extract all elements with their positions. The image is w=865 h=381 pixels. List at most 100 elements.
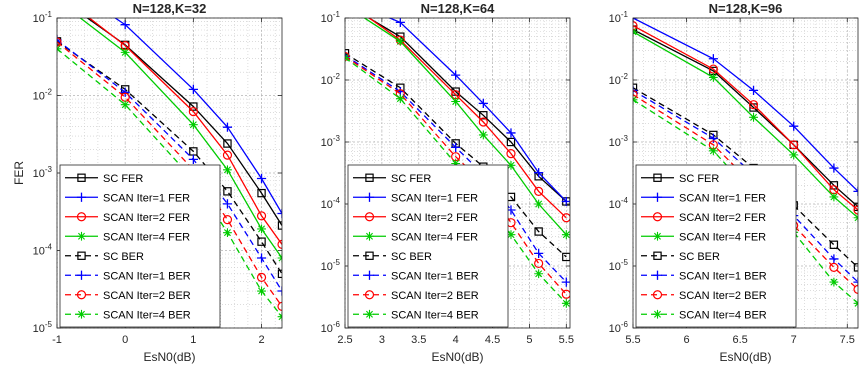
legend-box: [347, 164, 509, 328]
legend-label-1: SC FER: [679, 173, 719, 185]
x-axis-label: EsN0(dB): [719, 350, 771, 364]
x-tick-label: 0: [122, 334, 128, 346]
series-2-point-4: [478, 98, 488, 108]
series-8-point-5: [257, 286, 266, 296]
y-axis-label: FER: [12, 161, 26, 185]
series-3-point-6: [853, 205, 858, 215]
series-6-point-5: [256, 253, 267, 263]
legend-label-7: SCAN Iter=2 BER: [679, 290, 767, 302]
series-2-point-5: [256, 173, 267, 184]
y-tick-label: 10-2: [33, 88, 53, 103]
chart-title: N=128,K=96: [709, 1, 783, 16]
series-3-point-1: [341, 0, 349, 5]
series-6-point-6: [853, 277, 858, 287]
legend-marker-6: [364, 270, 375, 280]
series-3-point-6: [534, 186, 544, 196]
series-line-4: [633, 31, 858, 219]
legend-label-1: SC FER: [103, 173, 143, 185]
legend-marker-4: [653, 231, 662, 241]
series-line-3: [88, 18, 282, 245]
series-7-point-6: [853, 284, 858, 294]
legend-label-6: SCAN Iter=1 BER: [391, 270, 479, 282]
legend-box: [59, 164, 221, 328]
series-4-point-4: [223, 165, 232, 175]
series-3-point-1: [633, 21, 638, 31]
legend-label-4: SCAN Iter=4 FER: [679, 231, 766, 243]
legend-marker-2: [652, 192, 663, 202]
legend-box: [635, 164, 797, 328]
series-line-2: [633, 18, 858, 192]
series-5-point-6: [853, 263, 858, 272]
x-tick-label: 5.5: [625, 334, 640, 346]
series-7-point-1: [633, 90, 638, 100]
series-5-point-4: [223, 187, 232, 196]
series-2-point-6: [853, 186, 858, 196]
legend-label-4: SCAN Iter=4 FER: [103, 231, 190, 243]
x-axis-label: EsN0(dB): [431, 350, 483, 364]
legend-label-5: SC BER: [103, 251, 144, 263]
series-2-point-2: [395, 18, 405, 27]
x-tick-label: 5.5: [559, 334, 574, 346]
legend-marker-7: [76, 290, 87, 300]
series-6-point-1: [345, 50, 350, 60]
series-6-point-4: [222, 199, 233, 209]
y-tick-label: 10-6: [321, 320, 341, 335]
legend-label-3: SCAN Iter=2 FER: [679, 212, 766, 224]
y-tick-label: 10-4: [609, 196, 629, 211]
series-1-point-5: [506, 137, 516, 147]
series-6-point-5: [829, 254, 839, 264]
y-tick-label: 10-4: [33, 243, 53, 258]
axes-box: [632, 17, 859, 329]
series-3-point-6: [277, 239, 282, 249]
series-6-point-3: [188, 154, 198, 164]
y-tick-label: 10-3: [609, 134, 629, 149]
y-tick-label: 10-5: [321, 258, 341, 273]
legend-label-3: SCAN Iter=2 FER: [103, 212, 190, 224]
legend-label-8: SCAN Iter=4 BER: [679, 309, 767, 321]
x-tick-label: 7: [791, 334, 797, 346]
y-tick-label: 10-1: [321, 10, 341, 25]
legend-label-2: SCAN Iter=1 FER: [679, 192, 766, 204]
legend: SC FER SCAN Iter=1 FER SCAN Iter=2 FER SCAN…: [347, 164, 509, 328]
legend-marker-6: [76, 270, 87, 280]
legend-label-7: SCAN Iter=2 BER: [103, 290, 191, 302]
x-tick-label: 4: [453, 334, 459, 346]
x-tick-label: 1: [190, 334, 196, 346]
x-tick-label: 6: [684, 334, 690, 346]
series-line-3: [633, 25, 858, 211]
series-5-point-6: [534, 227, 543, 236]
series-7-point-1: [57, 37, 62, 47]
legend-marker-3: [652, 212, 663, 222]
y-tick-label: 10-2: [609, 72, 629, 87]
series-2-point-3: [188, 84, 198, 94]
series-6-point-2: [120, 87, 130, 97]
y-tick-label: 10-4: [321, 196, 341, 211]
y-tick-label: 10-1: [33, 10, 53, 25]
series-line-6: [57, 39, 282, 292]
legend-marker-6: [652, 270, 663, 280]
series-2-point-5: [506, 128, 516, 138]
series-3-point-3: [188, 106, 198, 117]
series-8-point-2: [395, 94, 405, 104]
legend-marker-1: [365, 173, 374, 182]
series-8-point-5: [829, 277, 839, 287]
x-tick-label: 3: [379, 334, 385, 346]
series-8-point-3: [451, 159, 461, 168]
y-tick-label: 10-3: [321, 134, 341, 149]
series-2-point-3: [748, 85, 759, 95]
legend-marker-4: [77, 231, 86, 241]
series-7-point-5: [256, 272, 267, 282]
legend: SC FER SCAN Iter=1 FER SCAN Iter=2 FER SCAN…: [635, 164, 797, 328]
legend-marker-3: [76, 212, 87, 222]
legend-label-3: SCAN Iter=2 FER: [391, 212, 478, 224]
series-2-point-2: [708, 54, 718, 64]
legend-label-8: SCAN Iter=4 BER: [103, 309, 191, 321]
series-4-point-1: [341, 1, 350, 10]
legend-marker-7: [364, 290, 375, 300]
series-2-point-1: [340, 0, 349, 4]
series-4-point-1: [53, 0, 62, 5]
legend-marker-5: [365, 251, 374, 260]
legend-marker-3: [364, 212, 375, 222]
legend-label-1: SC FER: [391, 173, 431, 185]
legend-label-6: SCAN Iter=1 BER: [679, 270, 767, 282]
